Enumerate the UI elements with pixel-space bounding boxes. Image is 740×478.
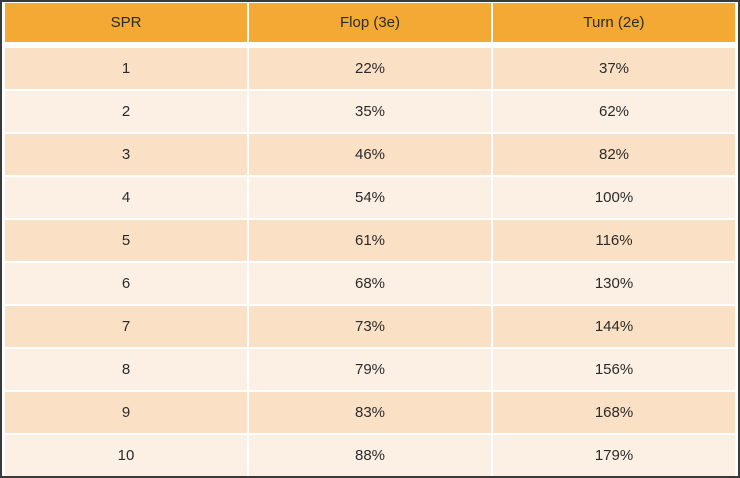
cell-spr-row3: 3: [5, 134, 247, 175]
cell-turn-row7: 144%: [493, 306, 735, 347]
column-header-spr: SPR: [5, 3, 247, 42]
cell-flop-row7: 73%: [249, 306, 491, 347]
cell-spr-row7: 7: [5, 306, 247, 347]
cell-flop-row5: 61%: [249, 220, 491, 261]
cell-turn-row10: 179%: [493, 435, 735, 476]
cell-turn-row4: 100%: [493, 177, 735, 218]
column-header-flop: Flop (3e): [249, 3, 491, 42]
cell-flop-row4: 54%: [249, 177, 491, 218]
cell-spr-row5: 5: [5, 220, 247, 261]
cell-turn-row9: 168%: [493, 392, 735, 433]
cell-turn-row1: 37%: [493, 48, 735, 89]
cell-flop-row3: 46%: [249, 134, 491, 175]
cell-spr-row1: 1: [5, 48, 247, 89]
cell-flop-row8: 79%: [249, 349, 491, 390]
cell-turn-row5: 116%: [493, 220, 735, 261]
cell-spr-row2: 2: [5, 91, 247, 132]
cell-flop-row10: 88%: [249, 435, 491, 476]
cell-turn-row2: 62%: [493, 91, 735, 132]
cell-spr-row4: 4: [5, 177, 247, 218]
cell-spr-row8: 8: [5, 349, 247, 390]
cell-flop-row6: 68%: [249, 263, 491, 304]
cell-spr-row6: 6: [5, 263, 247, 304]
cell-flop-row1: 22%: [249, 48, 491, 89]
cell-spr-row10: 10: [5, 435, 247, 476]
cell-turn-row8: 156%: [493, 349, 735, 390]
cell-turn-row3: 82%: [493, 134, 735, 175]
cell-turn-row6: 130%: [493, 263, 735, 304]
column-header-turn: Turn (2e): [493, 3, 735, 42]
cell-flop-row9: 83%: [249, 392, 491, 433]
cell-spr-row9: 9: [5, 392, 247, 433]
spr-table: SPR Flop (3e) Turn (2e) 1 22% 37% 2 35% 62% 3 4…: [5, 3, 735, 476]
cell-flop-row2: 35%: [249, 91, 491, 132]
